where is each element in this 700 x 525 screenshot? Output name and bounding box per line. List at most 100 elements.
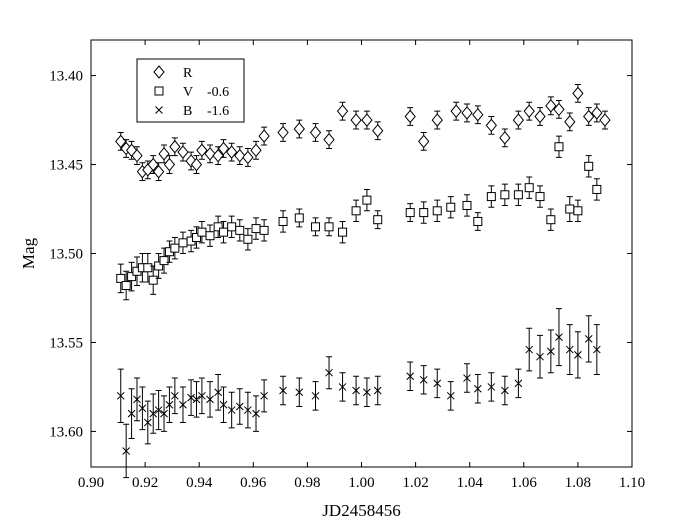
data-point (524, 183, 534, 193)
data-point (545, 99, 557, 113)
data-point (419, 375, 428, 384)
data-point (192, 395, 201, 404)
data-point (235, 402, 244, 411)
y-axis-label: Mag (19, 237, 38, 269)
data-point (450, 104, 462, 118)
data-point (592, 345, 601, 354)
data-point (131, 148, 143, 163)
data-point (148, 275, 158, 285)
data-point (143, 263, 153, 273)
data-point (534, 109, 546, 124)
data-point (227, 406, 236, 414)
data-point (565, 204, 575, 214)
legend-label: B (183, 104, 192, 119)
data-point (351, 206, 361, 216)
data-point (251, 224, 261, 234)
data-point (243, 234, 253, 244)
legend-label: V (183, 85, 193, 100)
y-tick-label: 13.60 (49, 424, 83, 440)
data-point (472, 107, 484, 122)
data-point (198, 391, 206, 400)
data-point (599, 113, 611, 127)
data-point (311, 222, 321, 232)
data-point (513, 190, 523, 200)
data-point (259, 225, 269, 235)
data-point (121, 281, 131, 291)
data-point (361, 113, 373, 127)
data-point (574, 351, 582, 359)
data-point (535, 192, 545, 202)
data-point (324, 222, 334, 232)
data-point (372, 123, 384, 138)
x-tick-label: 0.98 (294, 475, 320, 491)
data-point (205, 231, 215, 241)
data-point (169, 139, 181, 154)
data-point (213, 222, 223, 232)
data-point (250, 143, 262, 158)
data-point (279, 386, 287, 395)
data-point (536, 352, 544, 361)
data-point (473, 216, 483, 226)
data-point (163, 157, 176, 172)
data-point (363, 388, 371, 397)
data-point (260, 391, 268, 400)
data-point (214, 388, 222, 397)
data-point (252, 409, 260, 418)
data-point (116, 273, 126, 283)
data-point (564, 115, 576, 129)
series-V (116, 135, 602, 301)
data-point (187, 393, 195, 402)
data-point (171, 391, 179, 400)
data-marks (115, 83, 611, 479)
data-point (584, 161, 594, 171)
data-point (138, 404, 147, 413)
data-point (165, 400, 174, 409)
data-point (572, 86, 584, 101)
data-point (127, 272, 137, 282)
data-point (160, 409, 168, 418)
data-point (179, 400, 187, 409)
data-point (242, 150, 254, 165)
data-point (149, 409, 158, 418)
x-axis-label: JD2458456 (322, 501, 400, 520)
data-point (127, 409, 136, 418)
data-point (196, 143, 208, 158)
data-point (323, 132, 335, 147)
data-point (485, 118, 497, 133)
data-point (177, 145, 189, 159)
data-point (362, 195, 372, 205)
x-tick-label: 0.94 (186, 475, 213, 491)
data-point (338, 227, 348, 237)
data-point (405, 208, 415, 218)
data-point (487, 383, 496, 391)
y-tick-label: 13.50 (49, 247, 83, 263)
data-point (554, 142, 564, 152)
x-tick-label: 1.02 (402, 475, 428, 491)
x-tick-label: 1.04 (457, 475, 484, 491)
x-tick-label: 1.08 (565, 475, 591, 491)
data-point (592, 184, 602, 194)
data-point (197, 227, 207, 237)
data-point (473, 384, 482, 393)
data-point (293, 122, 305, 136)
data-point (486, 192, 496, 202)
data-point (461, 106, 473, 120)
data-point (555, 333, 563, 341)
data-point (235, 225, 245, 235)
data-point (419, 208, 429, 218)
data-point (500, 190, 510, 200)
data-point (565, 345, 574, 354)
legend-label: R (183, 66, 193, 81)
data-point (116, 391, 125, 400)
data-point (158, 147, 170, 161)
data-point (143, 418, 152, 427)
legend-marker (155, 106, 163, 114)
data-point (546, 215, 556, 225)
data-point (204, 147, 216, 161)
data-point (501, 386, 509, 395)
data-point (122, 447, 131, 455)
data-point (462, 200, 472, 210)
data-point (311, 391, 320, 400)
data-point (277, 125, 289, 140)
